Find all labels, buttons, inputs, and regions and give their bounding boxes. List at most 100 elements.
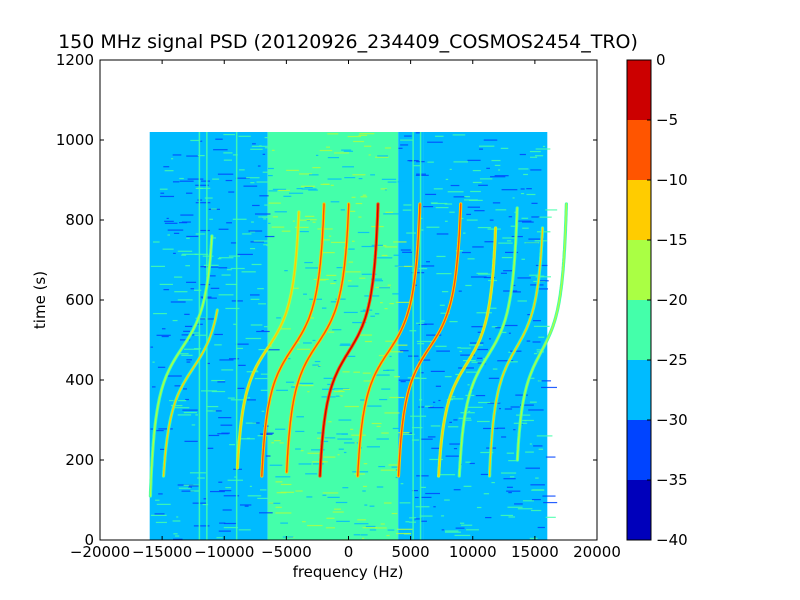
- noise-streak: [377, 155, 389, 157]
- noise-streak: [156, 429, 164, 432]
- noise-streak: [250, 231, 256, 233]
- noise-streak: [280, 483, 292, 486]
- noise-streak: [207, 447, 214, 449]
- noise-streak: [463, 232, 466, 234]
- noise-streak: [398, 432, 410, 434]
- noise-streak: [531, 216, 540, 218]
- noise-streak: [212, 178, 220, 180]
- noise-streak: [179, 339, 191, 341]
- noise-streak: [491, 326, 498, 328]
- noise-streak: [471, 326, 484, 328]
- noise-streak: [258, 216, 274, 218]
- noise-streak: [338, 390, 343, 392]
- noise-streak: [475, 394, 486, 397]
- noise-streak: [223, 159, 232, 161]
- noise-streak: [418, 323, 427, 326]
- noise-streak: [402, 251, 413, 253]
- noise-streak: [515, 220, 532, 222]
- noise-streak: [438, 399, 441, 402]
- noise-streak: [222, 509, 232, 511]
- noise-streak: [535, 148, 551, 150]
- noise-streak: [530, 156, 538, 158]
- noise-streak: [185, 265, 191, 267]
- noise-streak: [376, 486, 384, 488]
- noise-streak: [312, 167, 321, 169]
- noise-streak: [211, 379, 225, 382]
- noise-streak: [282, 536, 294, 538]
- noise-streak: [237, 253, 253, 256]
- noise-streak: [280, 491, 295, 493]
- noise-streak: [515, 394, 528, 396]
- noise-streak: [159, 283, 173, 286]
- noise-streak: [472, 169, 481, 172]
- noise-streak: [223, 495, 240, 497]
- noise-streak: [223, 133, 235, 136]
- noise-streak: [188, 486, 192, 488]
- noise-streak: [191, 424, 196, 426]
- noise-streak: [184, 325, 193, 328]
- noise-streak: [537, 380, 542, 382]
- noise-streak: [194, 253, 209, 255]
- colorbar: [627, 60, 651, 540]
- noise-streak: [449, 320, 458, 323]
- noise-streak: [362, 485, 367, 488]
- noise-streak: [275, 481, 283, 483]
- noise-streak: [158, 493, 163, 495]
- noise-streak: [364, 340, 372, 343]
- noise-streak: [492, 368, 498, 370]
- noise-streak: [173, 252, 176, 254]
- noise-streak: [351, 196, 356, 198]
- noise-streak: [441, 515, 445, 517]
- noise-streak: [392, 293, 402, 295]
- noise-streak: [389, 355, 392, 358]
- noise-streak: [181, 354, 193, 356]
- noise-streak: [261, 410, 265, 412]
- noise-streak: [428, 407, 444, 409]
- noise-streak: [241, 271, 256, 273]
- noise-streak: [269, 502, 281, 504]
- noise-streak: [256, 181, 270, 183]
- noise-streak: [175, 535, 180, 537]
- noise-streak: [400, 144, 409, 146]
- noise-streak: [392, 427, 408, 430]
- noise-streak: [541, 386, 557, 389]
- noise-streak: [351, 434, 366, 436]
- noise-streak: [166, 217, 169, 220]
- noise-streak: [335, 298, 346, 300]
- noise-streak: [260, 489, 267, 491]
- noise-streak: [273, 440, 282, 442]
- noise-streak: [496, 427, 506, 429]
- noise-streak: [159, 188, 168, 190]
- noise-streak: [380, 188, 388, 190]
- noise-streak: [249, 485, 252, 487]
- noise-streak: [291, 386, 298, 388]
- noise-streak: [320, 183, 330, 186]
- noise-streak: [186, 359, 192, 361]
- noise-streak: [174, 276, 183, 278]
- noise-streak: [276, 389, 289, 391]
- noise-streak: [519, 153, 526, 156]
- colorbar-tick-label: −25: [656, 351, 688, 369]
- noise-streak: [491, 481, 495, 484]
- noise-streak: [210, 287, 220, 289]
- noise-streak: [335, 395, 341, 397]
- noise-streak: [195, 233, 206, 235]
- noise-streak: [318, 279, 326, 281]
- noise-streak: [423, 206, 434, 208]
- noise-streak: [394, 376, 400, 378]
- noise-streak: [297, 348, 311, 350]
- noise-streak: [211, 208, 217, 210]
- noise-streak: [411, 439, 420, 441]
- noise-streak: [255, 370, 258, 372]
- noise-streak: [371, 278, 383, 280]
- noise-streak: [397, 265, 413, 268]
- noise-streak: [516, 414, 531, 416]
- noise-streak: [312, 339, 316, 342]
- noise-streak: [164, 220, 174, 222]
- noise-streak: [260, 389, 275, 391]
- noise-streak: [424, 323, 434, 325]
- noise-streak: [448, 426, 459, 428]
- noise-streak: [194, 334, 207, 336]
- noise-streak: [476, 312, 492, 314]
- noise-streak: [477, 420, 490, 423]
